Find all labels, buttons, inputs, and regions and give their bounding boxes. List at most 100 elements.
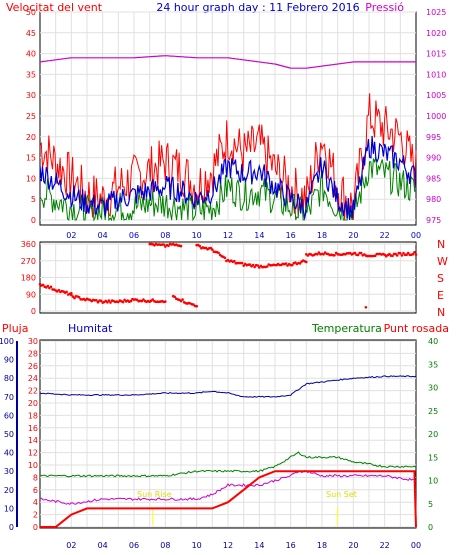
direction-point — [399, 252, 402, 255]
label-sun-rise: Sun Rise — [137, 490, 172, 499]
direction-point — [142, 298, 145, 301]
tick-label-rain: 30 — [28, 337, 38, 346]
compass-n-bottom: N — [437, 306, 445, 319]
direction-point — [248, 263, 252, 266]
direction-point — [99, 299, 103, 303]
tick-label-hour-bottom: 06 — [129, 541, 139, 550]
tick-label-temp: 20 — [428, 430, 438, 439]
direction-point — [284, 262, 288, 265]
direction-point — [179, 244, 183, 248]
direction-point — [211, 248, 214, 251]
direction-point — [333, 254, 336, 257]
direction-point — [233, 259, 236, 263]
grid-rain-humidity — [40, 340, 416, 528]
wind-line-low — [39, 157, 417, 222]
tick-label-hour: 22 — [380, 231, 390, 240]
tick-label-hour-bottom: 02 — [66, 541, 76, 550]
compass-w: W — [437, 255, 448, 268]
pressure-line — [39, 55, 416, 69]
direction-point — [95, 299, 98, 302]
direction-point — [414, 253, 418, 256]
direction-point — [316, 253, 319, 256]
tick-label-rain: 8 — [33, 473, 38, 482]
bottom-series — [39, 375, 417, 528]
direction-point — [374, 254, 377, 257]
tick-label-pressure: 1010 — [426, 70, 446, 79]
tick-label-rain: 16 — [28, 424, 38, 433]
label-punt-rosada: Punt rosada — [384, 322, 449, 335]
tick-label-direction: 360 — [21, 240, 36, 249]
direction-point — [364, 305, 368, 309]
tick-label-hour-bottom: 16 — [286, 541, 296, 550]
wind-series — [39, 93, 417, 222]
direction-point — [223, 256, 227, 260]
tick-label-humidity: 90 — [4, 356, 14, 365]
direction-point — [253, 265, 256, 269]
tick-label-pressure: 1020 — [426, 29, 446, 38]
tick-label-wind: 5 — [31, 195, 36, 204]
tick-label-rain: 28 — [28, 349, 38, 358]
tick-label-humidity: 40 — [4, 449, 14, 458]
tick-label-pressure: 995 — [426, 133, 441, 142]
direction-point — [240, 261, 244, 265]
direction-point — [298, 262, 302, 265]
direction-point — [121, 300, 125, 304]
tick-label-wind: 25 — [26, 112, 36, 121]
grid-direction — [40, 243, 416, 312]
tick-label-humidity: 50 — [4, 430, 14, 439]
direction-point — [406, 251, 410, 255]
tick-label-hour-bottom: 04 — [98, 541, 108, 550]
tick-label-humidity: 100 — [0, 337, 14, 346]
direction-point — [167, 244, 170, 248]
tick-label-pressure: 975 — [426, 216, 441, 225]
direction-point — [151, 298, 155, 301]
direction-point — [162, 243, 166, 246]
tick-label-temp: 40 — [428, 337, 438, 346]
tick-label-wind: 10 — [26, 174, 36, 183]
direction-point — [198, 244, 202, 248]
tick-label-temp: 5 — [428, 500, 433, 509]
header-center: 24 hour graph day : 11 Febrero 2016 — [156, 1, 359, 14]
direction-point — [49, 285, 53, 289]
tick-label-hour: 04 — [98, 231, 108, 240]
direction-point — [164, 300, 167, 303]
direction-point — [317, 251, 321, 254]
direction-point — [356, 253, 360, 257]
tick-label-rain: 6 — [33, 486, 38, 495]
tick-label-hour: 02 — [66, 231, 76, 240]
direction-point — [106, 301, 109, 304]
tick-label-hour: 20 — [348, 231, 358, 240]
dewpoint-line — [39, 469, 417, 505]
direction-point — [217, 251, 220, 255]
tick-label-pressure: 1025 — [426, 8, 446, 17]
tick-label-hour: 00 — [411, 231, 421, 240]
tick-label-hour-bottom: 12 — [223, 541, 233, 550]
tick-label-rain: 22 — [28, 387, 38, 396]
direction-point — [70, 293, 73, 297]
direction-point — [251, 263, 255, 267]
tick-label-hour: 06 — [129, 231, 139, 240]
tick-label-hour: 16 — [286, 231, 296, 240]
label-humitat: Humitat — [68, 322, 113, 335]
direction-series — [38, 242, 418, 309]
tick-label-temp: 10 — [428, 477, 438, 486]
tick-label-rain: 18 — [28, 411, 38, 420]
tick-label-pressure: 980 — [426, 195, 441, 204]
direction-point — [57, 288, 61, 292]
tick-label-humidity: 20 — [4, 486, 14, 495]
humidity-line — [39, 375, 417, 398]
tick-label-hour-bottom: 10 — [192, 541, 202, 550]
rain-line — [40, 470, 417, 528]
tick-label-pressure: 1015 — [426, 50, 446, 59]
tick-label-direction: 180 — [21, 274, 36, 283]
direction-point — [73, 296, 76, 300]
tick-label-wind: 0 — [31, 216, 36, 225]
direction-point — [258, 266, 261, 269]
tick-label-rain: 4 — [33, 498, 38, 507]
tick-label-pressure: 1005 — [426, 91, 446, 100]
tick-label-wind: 15 — [26, 154, 36, 163]
direction-point — [46, 284, 50, 288]
compass-s: S — [437, 272, 444, 285]
tick-label-hour-bottom: 14 — [254, 541, 264, 550]
